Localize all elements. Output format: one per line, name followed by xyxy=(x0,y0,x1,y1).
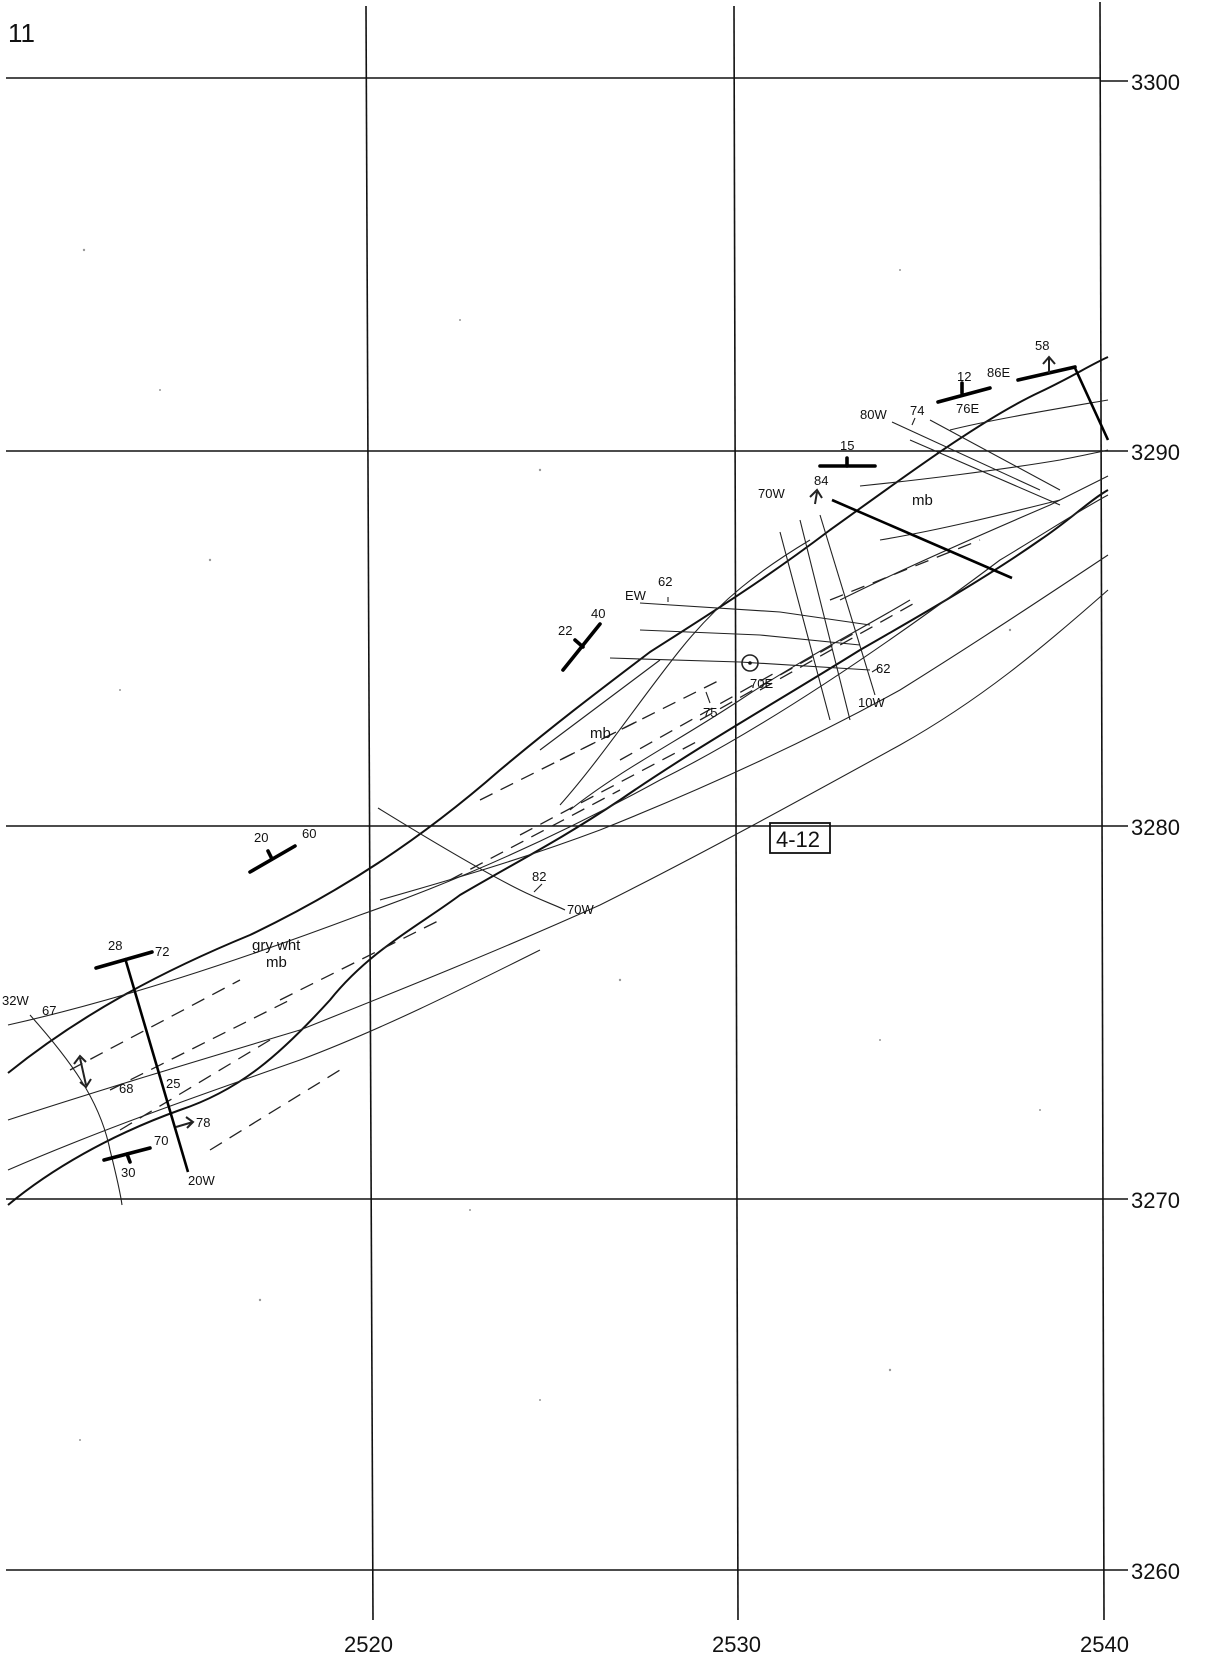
attitude-78: 78 xyxy=(196,1115,210,1130)
unit-mb-upper: mb xyxy=(912,492,933,509)
attitude-60: 60 xyxy=(302,826,316,841)
attitude-58: 58 xyxy=(1035,338,1049,353)
paper-specks xyxy=(79,248,1041,1441)
grid-line-e2530 xyxy=(733,5,739,1621)
attitude-72: 72 xyxy=(155,944,169,959)
foliation-lines xyxy=(7,399,1109,1171)
easting-label-2540: 2540 xyxy=(1080,1632,1129,1657)
attitude-70w-top: 70W xyxy=(758,486,785,501)
grid-line-e2540 xyxy=(1099,1,1105,1621)
fault-lower-left xyxy=(123,957,190,1173)
attitude-70e: 70E xyxy=(750,676,773,691)
attitude-labels: 58 86E 12 76E 80W 74 15 70W 84 EW 62 22 … xyxy=(2,338,1049,1188)
faults xyxy=(123,367,1110,1173)
easting-label-2520: 2520 xyxy=(344,1632,393,1657)
attitude-30: 30 xyxy=(121,1165,135,1180)
station-marker-icon xyxy=(741,654,759,672)
sheet-number: 11 xyxy=(8,18,35,48)
attitude-80w: 80W xyxy=(860,407,887,422)
attitude-28: 28 xyxy=(108,938,122,953)
northing-label-3290: 3290 xyxy=(1131,440,1180,465)
attitude-86e: 86E xyxy=(987,365,1010,380)
attitude-10w: 10W xyxy=(858,695,885,710)
unit-gray-white-1: gry wht xyxy=(252,937,301,954)
grid-line-e2520 xyxy=(365,5,374,1621)
attitude-arrows xyxy=(73,355,1056,1129)
attitude-74: 74 xyxy=(910,403,924,418)
fault-upper-right xyxy=(831,498,1013,580)
attitude-32w: 32W xyxy=(2,993,29,1008)
northing-label-3280: 3280 xyxy=(1131,815,1180,840)
attitude-84: 84 xyxy=(814,473,828,488)
attitude-15: 15 xyxy=(840,438,854,453)
attitude-62-top: 62 xyxy=(658,574,672,589)
unit-gray-white-2: mb xyxy=(266,954,287,971)
unit-mb-mid: mb xyxy=(590,725,611,742)
marble-band-contacts xyxy=(7,356,1109,1206)
station-box: 4-12 xyxy=(769,822,831,854)
lower-contact xyxy=(7,489,1109,1206)
attitude-62-right: 62 xyxy=(876,661,890,676)
attitude-70w-mid: 70W xyxy=(567,902,594,917)
attitude-25: 25 xyxy=(166,1076,180,1091)
attitude-12: 12 xyxy=(957,369,971,384)
cross-lines xyxy=(29,419,1061,1206)
upper-contact xyxy=(7,356,1109,1074)
bedding-traces xyxy=(69,539,981,1151)
attitude-70: 70 xyxy=(154,1133,168,1148)
attitude-20w: 20W xyxy=(188,1173,215,1188)
attitude-20: 20 xyxy=(254,830,268,845)
station-label: 4-12 xyxy=(776,827,820,852)
fault-corner xyxy=(1073,367,1110,441)
strike-symbols xyxy=(94,365,1077,1164)
northing-label-3270: 3270 xyxy=(1131,1188,1180,1213)
easting-label-2530: 2530 xyxy=(712,1632,761,1657)
attitude-75: 75 xyxy=(703,705,717,720)
attitude-40: 40 xyxy=(591,606,605,621)
easting-labels: 2520 2530 2540 xyxy=(344,1632,1129,1657)
northing-label-3300: 3300 xyxy=(1131,70,1180,95)
unit-labels: mb mb gry wht mb xyxy=(252,492,933,971)
northing-labels: 3300 3290 3280 3270 3260 xyxy=(1131,70,1180,1584)
attitude-76e: 76E xyxy=(956,401,979,416)
attitude-22: 22 xyxy=(558,623,572,638)
attitude-68: 68 xyxy=(119,1081,133,1096)
northing-label-3260: 3260 xyxy=(1131,1559,1180,1584)
attitude-67: 67 xyxy=(42,1003,56,1018)
attitude-ew: EW xyxy=(625,588,647,603)
attitude-82: 82 xyxy=(532,869,546,884)
coordinate-grid xyxy=(6,1,1128,1621)
